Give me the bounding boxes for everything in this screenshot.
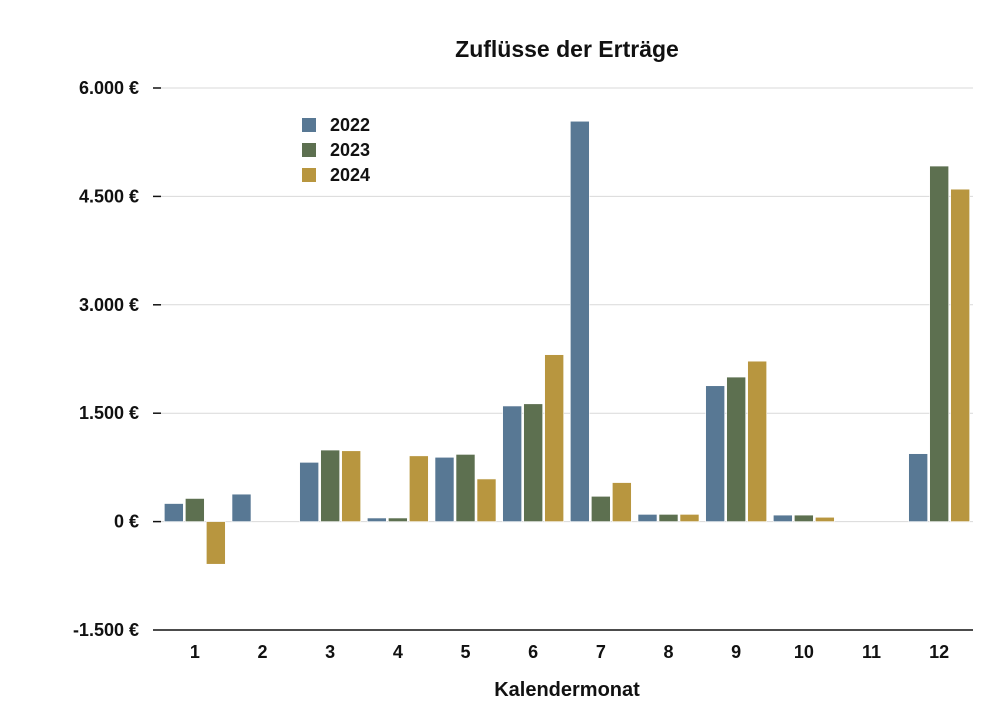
bar-month-9-2022 [705, 385, 725, 522]
bar-month-10-2023 [794, 514, 814, 522]
bar-month-4-2024 [409, 455, 429, 522]
y-tick-label: 6.000 € [79, 78, 139, 98]
y-tick-label: 0 € [114, 512, 139, 532]
legend-swatch-2022 [302, 118, 316, 132]
bar-month-12-2024 [950, 188, 970, 522]
x-tick-label: 3 [325, 642, 335, 662]
bar-month-10-2024 [815, 516, 835, 522]
gridlines [161, 87, 973, 523]
bar-month-2-2022 [231, 493, 252, 522]
x-tick-label: 12 [929, 642, 949, 662]
legend-swatch-2024 [302, 168, 316, 182]
bar-month-3-2023 [320, 449, 340, 522]
bar-month-12-2022 [908, 453, 928, 522]
x-tick-label: 6 [528, 642, 538, 662]
bar-month-3-2022 [299, 462, 319, 522]
bar-month-8-2024 [679, 514, 700, 522]
legend-label-2024: 2024 [330, 165, 370, 185]
bar-month-9-2023 [726, 376, 746, 522]
bars [164, 120, 970, 565]
y-axis-ticks: -1.500 € 0 € 1.500 € 3.000 € 4.500 € 6.000 € [73, 78, 161, 640]
bar-month-3-2024 [341, 450, 361, 522]
bar-month-5-2024 [476, 478, 497, 522]
bar-month-9-2024 [747, 360, 767, 522]
x-tick-label: 8 [663, 642, 673, 662]
bar-month-10-2022 [773, 514, 793, 522]
x-axis-ticks: 1 2 3 4 5 6 7 8 9 10 11 12 [190, 642, 949, 662]
bar-month-4-2022 [367, 517, 387, 522]
bar-month-4-2023 [388, 517, 408, 522]
bar-month-7-2023 [591, 496, 611, 522]
x-tick-label: 5 [460, 642, 470, 662]
chart-title: Zuflüsse der Erträge [455, 36, 679, 62]
bar-month-1-2023 [185, 498, 205, 522]
x-tick-label: 7 [596, 642, 606, 662]
x-tick-label: 10 [794, 642, 814, 662]
legend: 2022 2023 2024 [302, 115, 370, 185]
bar-month-12-2023 [929, 165, 949, 522]
legend-swatch-2023 [302, 143, 316, 157]
x-tick-label: 2 [257, 642, 267, 662]
y-tick-label: -1.500 € [73, 620, 139, 640]
x-tick-label: 11 [862, 642, 881, 662]
x-tick-label: 4 [393, 642, 403, 662]
x-axis-label: Kalendermonat [494, 679, 640, 701]
y-tick-label: 1.500 € [79, 403, 139, 423]
bar-month-6-2024 [544, 354, 564, 522]
bar-month-5-2023 [455, 454, 476, 522]
bar-month-8-2023 [658, 514, 679, 522]
bar-month-6-2023 [523, 403, 543, 522]
bar-month-8-2022 [637, 514, 658, 522]
x-tick-label: 9 [731, 642, 741, 662]
y-tick-label: 3.000 € [79, 295, 139, 315]
y-tick-label: 4.500 € [79, 186, 139, 206]
legend-label-2022: 2022 [330, 115, 370, 135]
x-tick-label: 1 [190, 642, 200, 662]
legend-label-2023: 2023 [330, 140, 370, 160]
bar-month-7-2022 [570, 120, 590, 522]
bar-month-6-2022 [502, 405, 522, 522]
bar-month-1-2024 [206, 521, 226, 565]
bar-month-7-2024 [612, 482, 632, 522]
bar-month-5-2022 [434, 456, 455, 522]
bar-month-1-2022 [164, 503, 184, 522]
